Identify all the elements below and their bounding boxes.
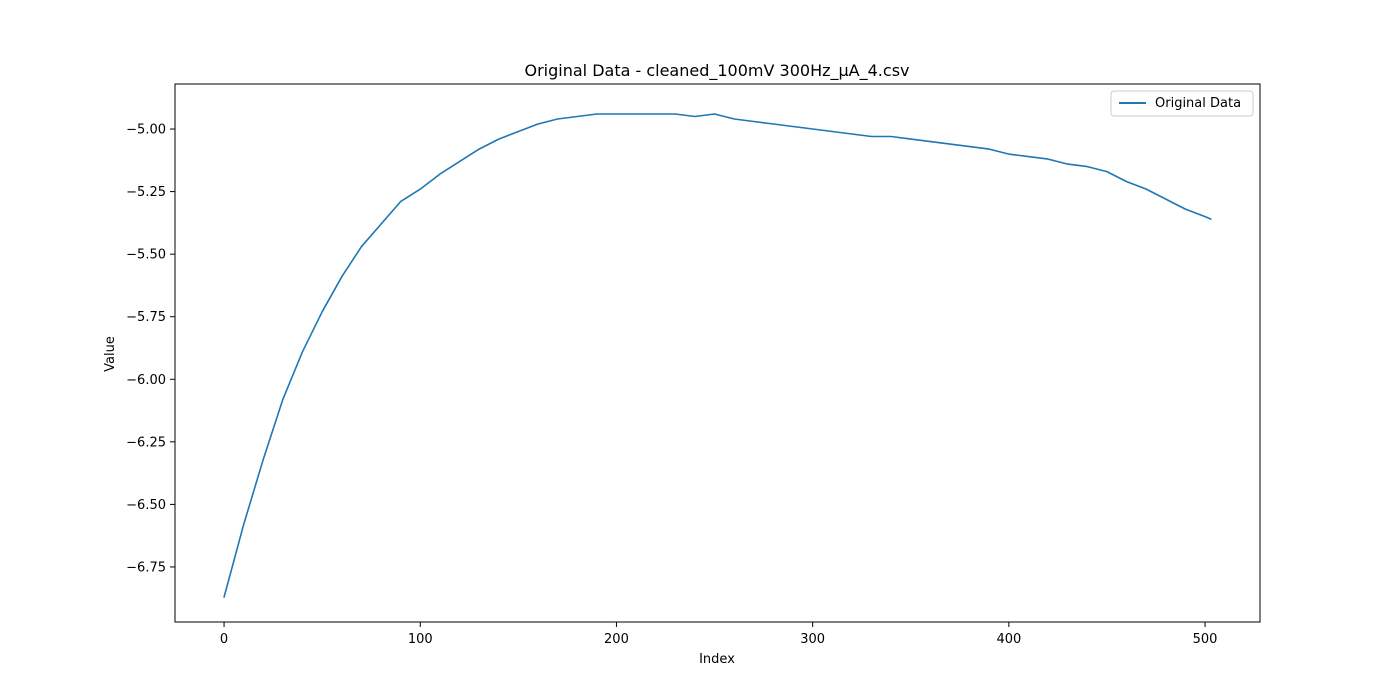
y-tick-label: −6.25 — [126, 435, 166, 450]
x-tick-label: 200 — [604, 632, 629, 647]
y-tick-label: −5.00 — [126, 123, 166, 138]
series-line-0 — [223, 113, 1212, 598]
legend-label-original-data: Original Data — [1155, 96, 1241, 111]
x-axis-label: Index — [699, 652, 735, 667]
y-tick-label: −6.00 — [126, 373, 166, 388]
y-tick-label: −5.75 — [126, 310, 166, 325]
y-tick-label: −6.75 — [126, 560, 166, 575]
y-tick-label: −6.50 — [126, 498, 166, 513]
x-tick-label: 0 — [220, 632, 228, 647]
plot-frame — [174, 83, 1261, 623]
y-tick-label: −5.50 — [126, 248, 166, 263]
x-tick-label: 100 — [408, 632, 433, 647]
x-tick-label: 300 — [800, 632, 825, 647]
chart-title: Original Data - cleaned_100mV 300Hz_µA_4… — [525, 61, 910, 81]
y-axis: −5.00 −5.25 −5.50 −5.75 −6.00 −6.25 −6.50 −6.75 — [126, 123, 175, 575]
legend: Original Data — [1110, 90, 1254, 117]
x-tick-label: 500 — [1193, 632, 1218, 647]
legend-box — [1110, 90, 1254, 117]
x-axis: 0 100 200 300 400 500 — [220, 622, 1218, 647]
x-tick-label: 400 — [996, 632, 1021, 647]
y-tick-label: −5.25 — [126, 185, 166, 200]
y-axis-label: Value — [103, 336, 118, 372]
